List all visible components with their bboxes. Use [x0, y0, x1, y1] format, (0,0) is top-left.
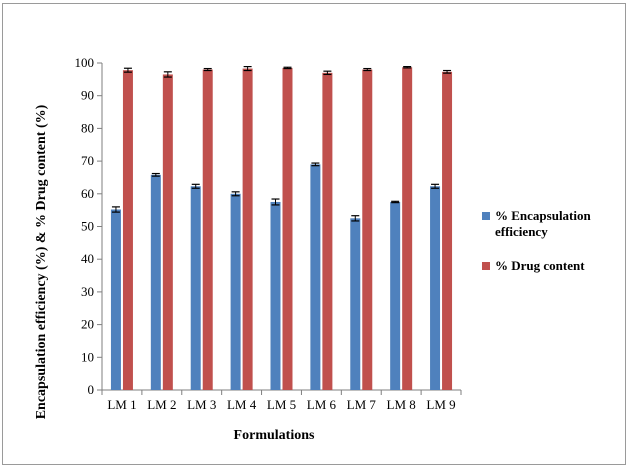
- x-tick-label: LM 7: [347, 397, 377, 412]
- error-bar: [111, 206, 120, 213]
- bar-encapsulation: [190, 186, 201, 390]
- error-bars: [111, 65, 452, 222]
- bar-drug-content: [322, 72, 333, 390]
- bar-drug-content: [282, 67, 293, 390]
- error-bar: [311, 162, 320, 167]
- y-tick-label: 70: [81, 153, 94, 168]
- error-bar: [271, 198, 280, 206]
- x-tick-label: LM 3: [187, 397, 216, 412]
- error-bar: [403, 65, 412, 69]
- bar-encapsulation: [390, 201, 401, 390]
- bar-encapsulation: [350, 218, 361, 390]
- bar-encapsulation: [150, 174, 161, 390]
- bar-drug-content: [362, 69, 373, 390]
- legend-swatch: [482, 212, 490, 220]
- y-tick-label: 20: [81, 317, 94, 332]
- y-tick-label: 30: [81, 284, 94, 299]
- bar-encapsulation: [310, 164, 321, 390]
- error-bar: [163, 71, 172, 78]
- error-bar: [431, 183, 440, 189]
- bar-drug-content: [402, 67, 413, 390]
- error-bar: [191, 183, 200, 189]
- error-bar: [243, 65, 252, 72]
- y-tick-label: 90: [81, 88, 94, 103]
- x-tick-label: LM 4: [227, 397, 257, 412]
- y-axis: 0 10 20 30 40 50 60 70 80 90 100: [75, 55, 103, 397]
- y-tick-label: 50: [81, 219, 94, 234]
- bar-drug-content: [162, 74, 173, 390]
- bar-drug-content: [202, 69, 213, 390]
- legend-label: efficiency: [495, 224, 548, 239]
- error-bar: [203, 67, 212, 72]
- y-axis-title: Encapsulation efficiency (%) & % Drug co…: [34, 104, 49, 419]
- legend-swatch: [482, 262, 490, 270]
- legend-label: % Drug content: [495, 258, 585, 273]
- bar-drug-content: [122, 70, 133, 390]
- error-bar: [283, 66, 292, 70]
- x-axis: LM 1 LM 2 LM 3 LM 4 LM 5 LM 6 LM 7 LM 8 LM 9: [101, 389, 462, 412]
- error-bar: [391, 200, 400, 204]
- bar-drug-content: [442, 71, 453, 390]
- bar-encapsulation: [270, 201, 281, 390]
- bar-encapsulation: [110, 209, 121, 390]
- x-tick-label: LM 9: [426, 397, 455, 412]
- x-axis-title: Formulations: [234, 428, 315, 443]
- error-bar: [123, 67, 132, 73]
- legend-label: % Encapsulation: [495, 208, 591, 223]
- legend-item-drug-content: % Drug content: [482, 258, 585, 273]
- x-tick-label: LM 1: [107, 397, 136, 412]
- error-bar: [323, 70, 332, 76]
- y-tick-label: 60: [81, 186, 94, 201]
- error-bar: [351, 215, 360, 222]
- error-bar: [443, 69, 452, 74]
- x-tick-label: LM 8: [387, 397, 416, 412]
- bar-encapsulation: [230, 193, 241, 390]
- bars: [110, 67, 453, 391]
- bar-encapsulation: [430, 186, 441, 390]
- y-tick-label: 40: [81, 251, 94, 266]
- error-bar: [231, 191, 240, 197]
- y-tick-label: 80: [81, 120, 94, 135]
- bar-drug-content: [242, 68, 253, 391]
- error-bar: [363, 67, 372, 72]
- x-tick-label: LM 2: [147, 397, 176, 412]
- y-tick-label: 0: [88, 382, 95, 397]
- y-tick-label: 100: [75, 55, 95, 70]
- error-bar: [151, 172, 160, 177]
- y-tick-label: 10: [81, 349, 94, 364]
- x-tick-label: LM 6: [307, 397, 337, 412]
- x-tick-label: LM 5: [267, 397, 296, 412]
